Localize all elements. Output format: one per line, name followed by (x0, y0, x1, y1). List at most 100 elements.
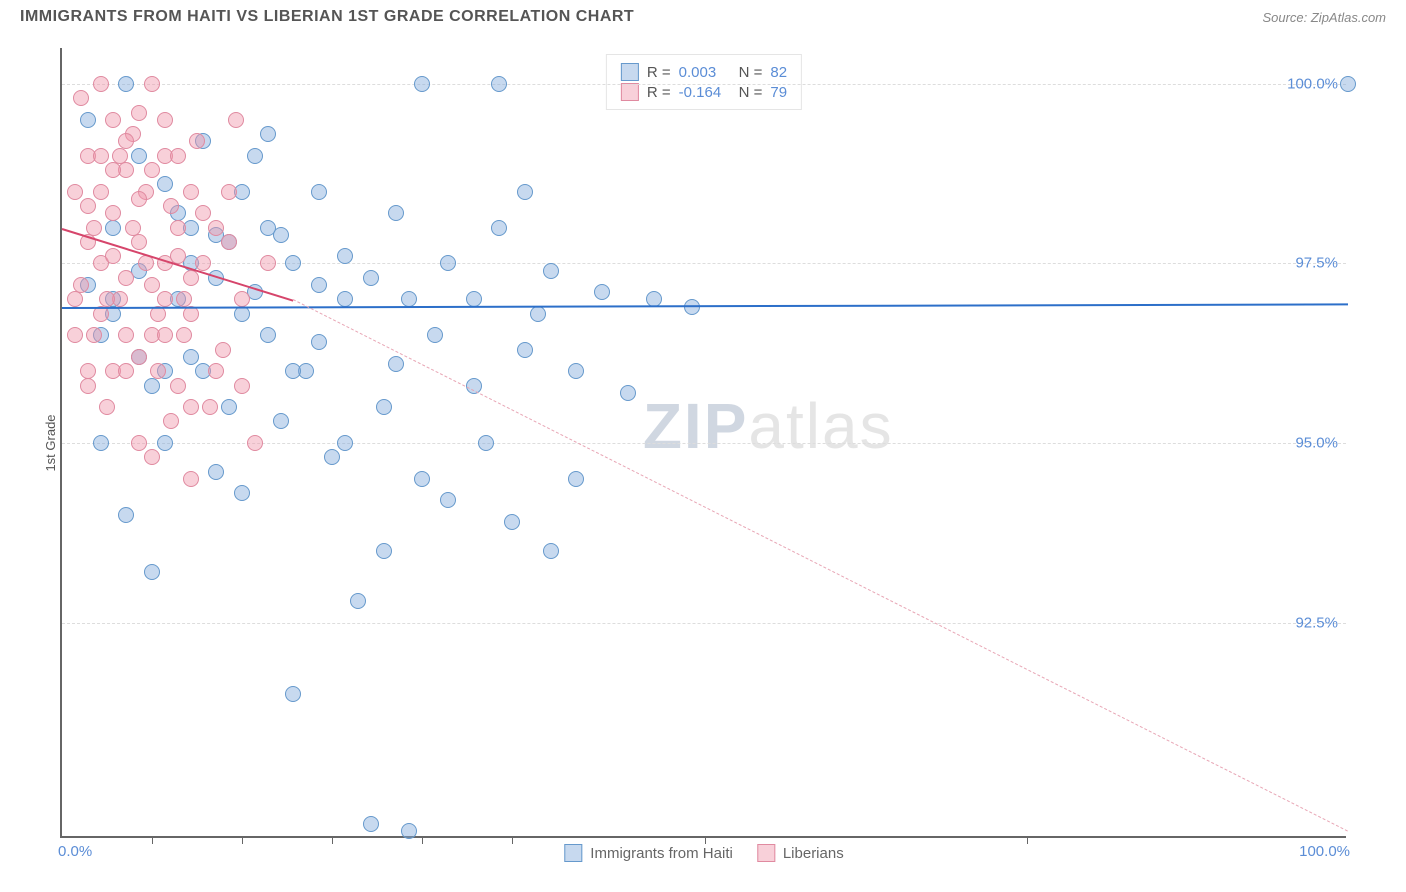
data-point (105, 205, 121, 221)
trend-line (293, 299, 1348, 831)
data-point (208, 220, 224, 236)
data-point (376, 543, 392, 559)
y-tick-label: 97.5% (1295, 255, 1338, 272)
data-point (478, 435, 494, 451)
data-point (504, 514, 520, 530)
y-tick-label: 95.0% (1295, 435, 1338, 452)
data-point (80, 198, 96, 214)
plot-area: ZIPatlas R = 0.003 N = 82 R = -0.164 N =… (60, 48, 1346, 838)
data-point (337, 435, 353, 451)
data-point (93, 148, 109, 164)
data-point (228, 112, 244, 128)
legend-swatch-haiti-icon (564, 844, 582, 862)
data-point (260, 327, 276, 343)
data-point (118, 270, 134, 286)
data-point (273, 413, 289, 429)
x-tick (1027, 836, 1028, 844)
data-point (118, 363, 134, 379)
data-point (285, 363, 301, 379)
data-point (144, 449, 160, 465)
data-point (401, 823, 417, 839)
source-attribution: Source: ZipAtlas.com (1262, 10, 1386, 25)
data-point (221, 234, 237, 250)
gridline (62, 263, 1346, 264)
data-point (67, 184, 83, 200)
data-point (260, 220, 276, 236)
data-point (144, 564, 160, 580)
data-point (427, 327, 443, 343)
data-point (491, 220, 507, 236)
data-point (67, 291, 83, 307)
x-tick (705, 836, 706, 844)
data-point (337, 291, 353, 307)
data-point (568, 471, 584, 487)
data-point (202, 399, 218, 415)
data-point (221, 184, 237, 200)
data-point (118, 133, 134, 149)
gridline (62, 623, 1346, 624)
data-point (144, 277, 160, 293)
data-point (118, 507, 134, 523)
data-point (93, 76, 109, 92)
chart-title: IMMIGRANTS FROM HAITI VS LIBERIAN 1ST GR… (20, 8, 634, 26)
data-point (568, 363, 584, 379)
legend-swatch-liberia (621, 83, 639, 101)
data-point (517, 342, 533, 358)
data-point (324, 449, 340, 465)
series-legend: Immigrants from Haiti Liberians (564, 844, 843, 862)
correlation-legend: R = 0.003 N = 82 R = -0.164 N = 79 (606, 54, 802, 110)
data-point (183, 399, 199, 415)
data-point (183, 270, 199, 286)
data-point (131, 191, 147, 207)
x-tick (152, 836, 153, 844)
x-tick (422, 836, 423, 844)
data-point (67, 327, 83, 343)
legend-row-liberia: R = -0.164 N = 79 (621, 83, 787, 101)
data-point (183, 184, 199, 200)
data-point (376, 399, 392, 415)
x-tick (242, 836, 243, 844)
y-tick-label: 100.0% (1287, 75, 1338, 92)
data-point (215, 342, 231, 358)
n-value-liberia: 79 (770, 84, 787, 101)
data-point (414, 76, 430, 92)
legend-swatch-haiti (621, 63, 639, 81)
data-point (99, 399, 115, 415)
data-point (247, 148, 263, 164)
data-point (363, 270, 379, 286)
data-point (195, 205, 211, 221)
watermark: ZIPatlas (643, 389, 894, 463)
data-point (195, 255, 211, 271)
data-point (530, 306, 546, 322)
chart-container: 1st Grade ZIPatlas R = 0.003 N = 82 R = … (60, 48, 1386, 838)
data-point (157, 291, 173, 307)
data-point (620, 385, 636, 401)
data-point (118, 76, 134, 92)
x-axis-max-label: 100.0% (1299, 843, 1350, 860)
data-point (131, 148, 147, 164)
data-point (163, 198, 179, 214)
header: IMMIGRANTS FROM HAITI VS LIBERIAN 1ST GR… (0, 0, 1406, 34)
data-point (363, 816, 379, 832)
data-point (260, 126, 276, 142)
data-point (131, 435, 147, 451)
x-axis-min-label: 0.0% (58, 843, 92, 860)
data-point (350, 593, 366, 609)
data-point (234, 291, 250, 307)
data-point (440, 255, 456, 271)
data-point (285, 255, 301, 271)
data-point (150, 363, 166, 379)
data-point (73, 90, 89, 106)
data-point (170, 148, 186, 164)
data-point (208, 464, 224, 480)
data-point (157, 435, 173, 451)
x-tick (332, 836, 333, 844)
data-point (311, 184, 327, 200)
data-point (440, 492, 456, 508)
data-point (311, 277, 327, 293)
n-value-haiti: 82 (770, 64, 787, 81)
data-point (189, 133, 205, 149)
y-axis-label: 1st Grade (43, 414, 58, 471)
data-point (86, 327, 102, 343)
data-point (105, 162, 121, 178)
